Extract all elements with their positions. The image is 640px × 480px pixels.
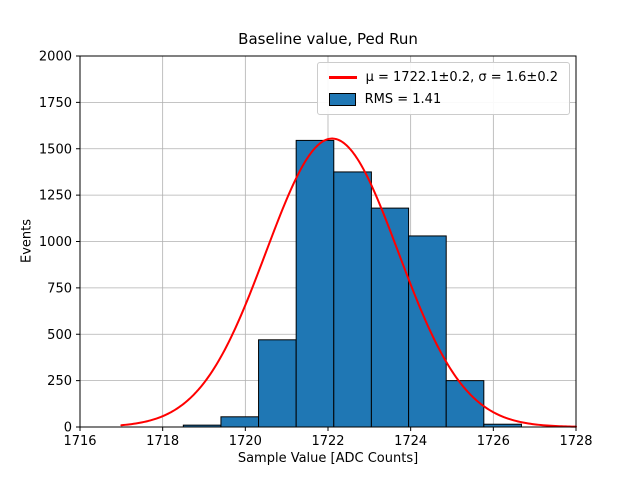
legend: μ = 1722.1±0.2, σ = 1.6±0.2 RMS = 1.41	[316, 62, 570, 115]
legend-item-gaussian-fit: μ = 1722.1±0.2, σ = 1.6±0.2	[328, 70, 558, 85]
histogram-bar	[220, 416, 260, 428]
legend-label-fit: μ = 1722.1±0.2, σ = 1.6±0.2	[365, 70, 558, 85]
y-tick-label: 2000	[39, 50, 72, 65]
y-tick-label: 1750	[39, 96, 72, 111]
histogram-bar	[258, 339, 297, 428]
y-tick-label: 1500	[39, 142, 72, 157]
y-tick-label: 500	[47, 328, 72, 343]
x-axis-label: Sample Value [ADC Counts]	[237, 451, 419, 466]
y-tick-label: 250	[47, 374, 72, 389]
y-tick-label: 0	[64, 421, 72, 436]
histogram-patch-swatch	[328, 93, 356, 106]
histogram-bar	[370, 207, 410, 428]
x-tick-label: 1718	[146, 434, 179, 449]
x-tick-label: 1720	[229, 434, 262, 449]
legend-item-histogram: RMS = 1.41	[328, 92, 558, 107]
legend-label-rms: RMS = 1.41	[364, 92, 442, 107]
histogram-bar	[408, 235, 447, 428]
y-axis-label: Events	[19, 218, 35, 264]
histogram-bar	[295, 139, 335, 428]
chart-title: Baseline value, Ped Run	[238, 30, 418, 48]
y-tick-label: 1000	[39, 235, 72, 250]
x-tick-label: 1716	[63, 434, 96, 449]
x-tick-label: 1728	[559, 434, 592, 449]
y-tick-label: 1250	[39, 189, 72, 204]
x-tick-label: 1726	[477, 434, 510, 449]
histogram-bar	[333, 171, 372, 428]
fit-line-swatch	[328, 76, 357, 79]
y-tick-label: 750	[47, 281, 72, 296]
x-tick-label: 1724	[394, 434, 427, 449]
x-tick-label: 1722	[311, 434, 344, 449]
gaussian-fit-curve	[120, 137, 577, 428]
